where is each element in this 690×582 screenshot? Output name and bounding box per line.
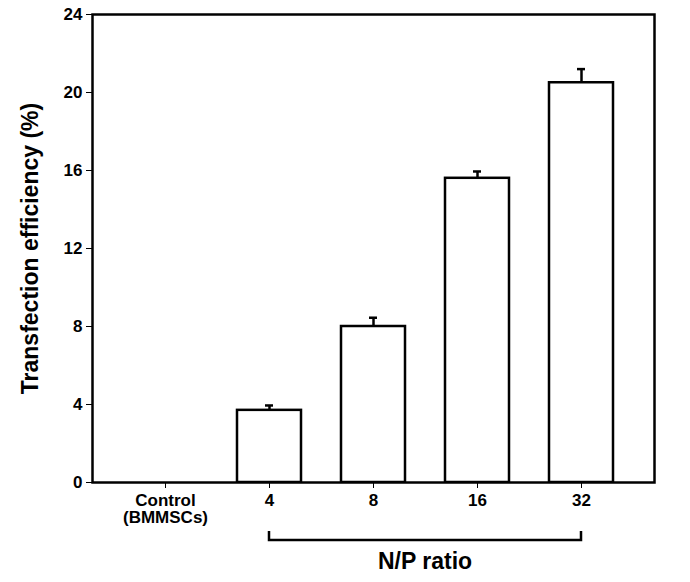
svg-text:32: 32 — [572, 491, 591, 510]
svg-text:24: 24 — [64, 5, 83, 24]
svg-text:Control(BMMSCs): Control(BMMSCs) — [123, 491, 208, 527]
svg-text:12: 12 — [64, 239, 83, 258]
svg-text:20: 20 — [64, 83, 83, 102]
svg-text:8: 8 — [73, 317, 82, 336]
svg-text:16: 16 — [468, 491, 487, 510]
svg-text:N/P ratio: N/P ratio — [378, 548, 472, 574]
svg-text:Transfection efficiency (%): Transfection efficiency (%) — [17, 103, 43, 394]
svg-text:4: 4 — [73, 395, 83, 414]
svg-text:0: 0 — [73, 473, 82, 492]
svg-text:16: 16 — [64, 161, 83, 180]
svg-text:8: 8 — [369, 491, 378, 510]
svg-text:4: 4 — [265, 491, 275, 510]
